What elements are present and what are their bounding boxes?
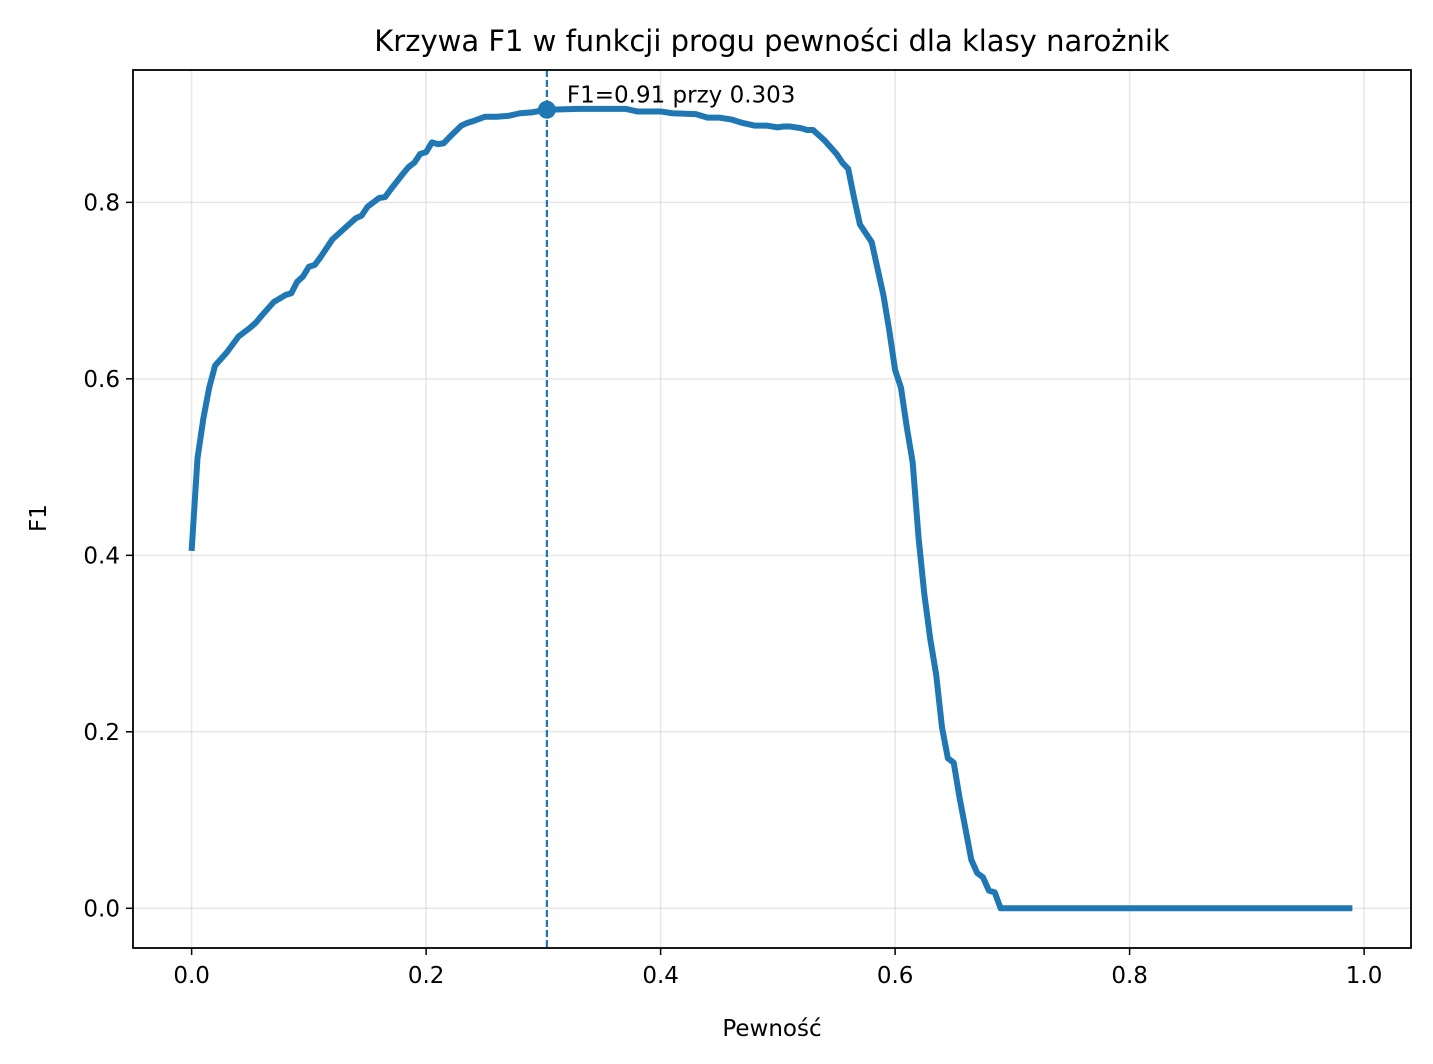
axis-ticks: 0.0 0.2 0.4 0.6 0.8 1.0 0.0 0.2 0.4 0.6 0.8 [83, 190, 1382, 989]
x-axis-label: Pewność [722, 1016, 821, 1042]
x-tick-label: 0.0 [173, 963, 210, 989]
chart-title: Krzywa F1 w funkcji progu pewności dla k… [374, 24, 1170, 58]
best-f1-point [537, 100, 556, 119]
x-tick-label: 0.2 [408, 963, 445, 989]
y-tick-label: 0.4 [83, 543, 120, 569]
x-tick-label: 0.6 [877, 963, 914, 989]
plot-frame [132, 69, 1412, 949]
x-tick-label: 0.4 [642, 963, 679, 989]
series-layer [188, 70, 1353, 948]
y-tick-label: 0.8 [83, 190, 120, 216]
y-axis-label: F1 [26, 504, 52, 532]
y-tick-label: 0.6 [83, 367, 120, 393]
annotation-layer: F1=0.91 przy 0.303 [567, 83, 796, 109]
x-tick-label: 1.0 [1346, 963, 1383, 989]
best-f1-annotation: F1=0.91 przy 0.303 [567, 83, 796, 109]
x-tick-label: 0.8 [1111, 963, 1148, 989]
y-tick-label: 0.0 [83, 896, 120, 922]
y-tick-label: 0.2 [83, 720, 120, 746]
grid-lines [133, 70, 1411, 948]
f1-curve-line [188, 105, 1353, 912]
